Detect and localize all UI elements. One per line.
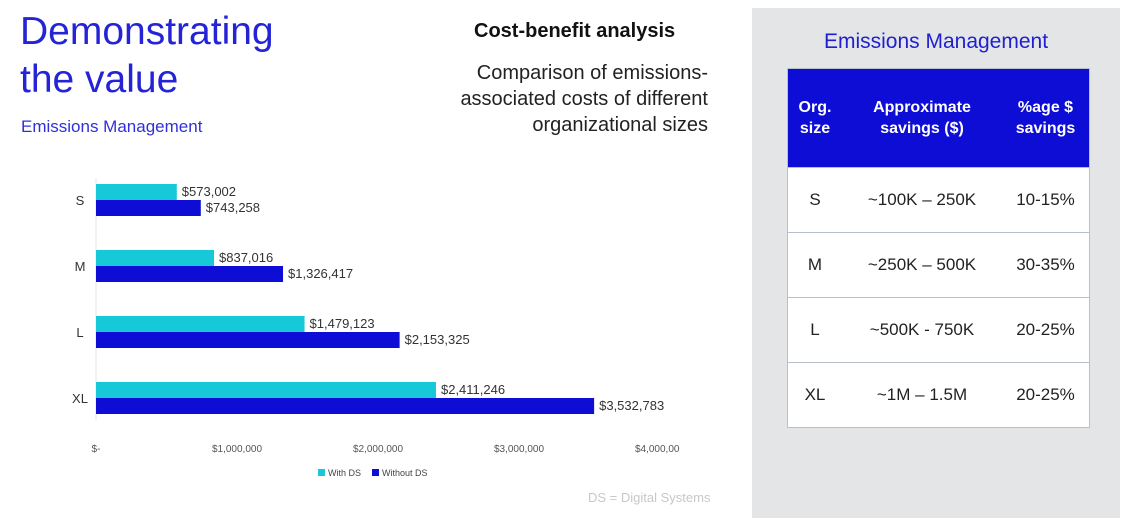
cost-chart-svg: S $573,002$743,258 M $837,016 $1,326,417 L $1,… xyxy=(72,178,685,478)
cell-pct: 10-15% xyxy=(1016,190,1075,209)
page-title: Demonstrating the value xyxy=(20,8,320,104)
bar-with-ds xyxy=(96,316,305,332)
cell-org-size: XL xyxy=(804,385,826,404)
category-label: M xyxy=(75,259,86,274)
bar-without-ds xyxy=(96,266,284,282)
cell-org-size: M xyxy=(807,255,823,274)
analysis-title: Cost-benefit analysis xyxy=(474,20,676,42)
table-header: Org. size Approximate savings ($) %age $… xyxy=(788,69,1089,167)
table-row: S ~100K – 250K 10-15% xyxy=(788,167,1089,232)
analysis-desc-line2: associated costs of different xyxy=(460,88,708,110)
legend-swatch xyxy=(318,469,325,476)
cell-savings: ~1M – 1.5M xyxy=(876,385,968,404)
table-row: L ~500K - 750K 20-25% xyxy=(788,297,1089,362)
legend-label: With DS xyxy=(328,468,361,478)
bar-with-ds xyxy=(96,250,215,266)
x-tick-label: $1,000,000 xyxy=(212,444,262,455)
cell-pct: 20-25% xyxy=(1016,320,1075,339)
cell-savings: ~100K – 250K xyxy=(867,190,977,209)
page-title-line2: the value xyxy=(20,58,179,101)
bar-with-ds xyxy=(96,382,436,398)
data-label: $2,153,325 xyxy=(405,332,470,347)
savings-table: Org. size Approximate savings ($) %age $… xyxy=(787,68,1090,428)
legend-label: Without DS xyxy=(382,468,428,478)
header-org-size: Org. size xyxy=(788,97,842,139)
data-label: $1,479,123 xyxy=(310,316,375,331)
savings-panel: Emissions Management Org. size Approxima… xyxy=(752,8,1120,518)
data-label: $2,411,246 xyxy=(441,382,505,397)
x-tick-label: $2,000,000 xyxy=(353,444,403,455)
bar-without-ds xyxy=(96,332,400,348)
data-label: $3,532,783 xyxy=(599,398,664,413)
header-org-size-line1: Org. xyxy=(798,99,832,116)
data-label: $573,002 xyxy=(182,184,236,199)
analysis-desc-line3: organizational sizes xyxy=(532,114,708,136)
bar-with-ds xyxy=(96,184,177,200)
panel-title: Emissions Management xyxy=(823,30,1049,53)
cell-pct: 20-25% xyxy=(1016,385,1075,404)
x-tick-label: $3,000,000 xyxy=(494,444,544,455)
x-tick-label: $- xyxy=(92,444,101,455)
data-label: $1,326,417 xyxy=(288,266,353,281)
header-approx-savings-line1: Approximate xyxy=(873,99,971,116)
cell-org-size: S xyxy=(809,190,821,209)
header-pct-savings: %age $ savings xyxy=(1002,97,1089,139)
footnote: DS = Digital Systems xyxy=(588,490,711,505)
data-label: $837,016 xyxy=(219,250,273,265)
header-pct-savings-line2: savings xyxy=(1015,120,1076,137)
category-label: XL xyxy=(72,391,88,406)
cell-savings: ~250K – 500K xyxy=(867,255,977,274)
header-approx-savings-line2: savings ($) xyxy=(880,120,964,137)
page-subtitle: Emissions Management xyxy=(21,117,203,136)
cell-savings: ~500K - 750K xyxy=(869,320,975,339)
legend-swatch xyxy=(372,469,379,476)
cell-pct: 30-35% xyxy=(1016,255,1075,274)
category-label: S xyxy=(76,193,85,208)
bar-without-ds xyxy=(96,200,201,216)
analysis-desc-line1: Comparison of emissions- xyxy=(476,62,708,84)
cell-org-size: L xyxy=(810,320,820,339)
header-pct-savings-line1: %age $ xyxy=(1017,99,1074,116)
x-tick-label: $4,000,000 xyxy=(635,444,680,455)
analysis-description: Comparison of emissions- associated cost… xyxy=(400,60,708,138)
table-row: M ~250K – 500K 30-35% xyxy=(788,232,1089,297)
data-label: $743,258 xyxy=(206,200,260,215)
page-title-line1: Demonstrating xyxy=(20,10,274,53)
cost-chart: S $573,002 $743,258 M $837,016 $1,326,417 L $1,… xyxy=(60,170,685,495)
header-approx-savings: Approximate savings ($) xyxy=(842,97,1002,139)
category-label: L xyxy=(76,325,83,340)
table-row: XL ~1M – 1.5M 20-25% xyxy=(788,362,1089,427)
bar-without-ds xyxy=(96,398,595,414)
header-org-size-line2: size xyxy=(799,120,831,137)
